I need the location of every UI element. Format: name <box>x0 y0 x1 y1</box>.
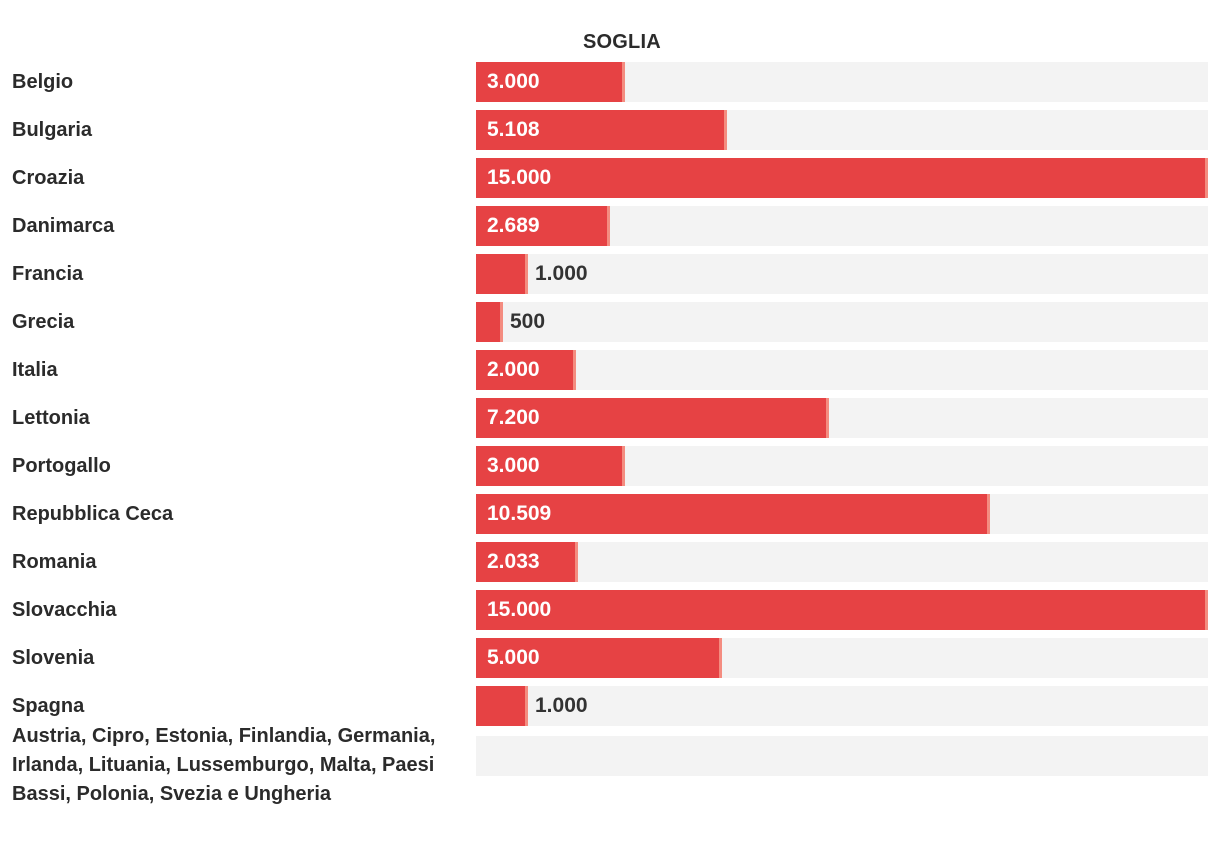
value-label: 15.000 <box>487 598 552 621</box>
bar-track: 500 <box>476 302 1208 342</box>
value-label: 500 <box>510 310 546 333</box>
bar-row: Bulgaria 5.108 <box>0 110 1220 150</box>
bar-row: Lettonia 7.200 <box>0 398 1220 438</box>
bar <box>476 110 724 150</box>
category-label: Repubblica Ceca <box>12 503 174 525</box>
category-label: Grecia <box>12 311 75 333</box>
bar <box>476 158 1205 198</box>
bar-row: Croazia 15.000 <box>0 158 1220 198</box>
bar-end-marker <box>575 542 578 582</box>
bar-row: Belgio 3.000 <box>0 62 1220 102</box>
bar-track: 2.000 <box>476 350 1208 390</box>
bar-end-marker <box>573 350 576 390</box>
category-label: Austria, Cipro, Estonia, Finlandia, Germ… <box>12 725 436 805</box>
bar <box>476 350 573 390</box>
category-label: Danimarca <box>12 215 115 237</box>
bar-track: 2.689 <box>476 206 1208 246</box>
bar-row: Spagna 1.000 <box>0 686 1220 726</box>
bar-track <box>476 736 1208 776</box>
bar-track: 3.000 <box>476 62 1208 102</box>
category-label: Bulgaria <box>12 119 93 141</box>
bar-track: 10.509 <box>476 494 1208 534</box>
category-label: Lettonia <box>12 407 90 429</box>
bar <box>476 542 575 582</box>
bar-row: Slovenia 5.000 <box>0 638 1220 678</box>
bar-end-marker <box>500 302 503 342</box>
bar <box>476 302 500 342</box>
bar-end-marker <box>622 62 625 102</box>
bar-end-marker <box>719 638 722 678</box>
value-label: 15.000 <box>487 166 552 189</box>
value-label: 2.000 <box>487 358 540 381</box>
category-label: Romania <box>12 551 97 573</box>
bar <box>476 686 525 726</box>
value-label: 5.108 <box>487 118 540 141</box>
category-label: Belgio <box>12 71 74 93</box>
bar-row: Austria, Cipro, Estonia, Finlandia, Germ… <box>0 725 1220 805</box>
bar-end-marker <box>826 398 829 438</box>
bar-row: Danimarca 2.689 <box>0 206 1220 246</box>
bar <box>476 494 987 534</box>
bar-track: 1.000 <box>476 254 1208 294</box>
value-label: 2.033 <box>487 550 540 573</box>
bar <box>476 446 622 486</box>
value-label: 1.000 <box>535 262 588 285</box>
bar-row: Romania 2.033 <box>0 542 1220 582</box>
bar <box>476 254 525 294</box>
bar-end-marker <box>1205 590 1208 630</box>
value-label: 3.000 <box>487 70 540 93</box>
bar <box>476 206 607 246</box>
value-label: 5.000 <box>487 646 540 669</box>
value-label: 10.509 <box>487 502 552 525</box>
category-label: Francia <box>12 263 84 285</box>
bar-end-marker <box>622 446 625 486</box>
category-label: Portogallo <box>12 455 111 477</box>
bar-track: 3.000 <box>476 446 1208 486</box>
bar-track: 1.000 <box>476 686 1208 726</box>
bar-end-marker <box>1205 158 1208 198</box>
bar <box>476 638 719 678</box>
category-label: Italia <box>12 359 58 381</box>
bar-row: Repubblica Ceca 10.509 <box>0 494 1220 534</box>
bar-end-marker <box>525 254 528 294</box>
bar-track: 5.108 <box>476 110 1208 150</box>
value-label: 1.000 <box>535 694 588 717</box>
bar-end-marker <box>525 686 528 726</box>
bar-row: Italia 2.000 <box>0 350 1220 390</box>
bar-row: Portogallo 3.000 <box>0 446 1220 486</box>
category-label: Slovenia <box>12 647 95 669</box>
category-label: Croazia <box>12 167 85 189</box>
bar <box>476 62 622 102</box>
bar-track: 2.033 <box>476 542 1208 582</box>
bar-track: 15.000 <box>476 590 1208 630</box>
value-label: 2.689 <box>487 214 540 237</box>
bar-end-marker <box>987 494 990 534</box>
bar-end-marker <box>724 110 727 150</box>
column-header: SOGLIA <box>583 31 661 53</box>
bar-row: Francia 1.000 <box>0 254 1220 294</box>
bar-row: Slovacchia 15.000 <box>0 590 1220 630</box>
category-label: Slovacchia <box>12 599 117 621</box>
category-label: Spagna <box>12 695 85 717</box>
bar-row: Grecia 500 <box>0 302 1220 342</box>
value-label: 7.200 <box>487 406 540 429</box>
bar <box>476 398 826 438</box>
bar-track: 15.000 <box>476 158 1208 198</box>
bar-end-marker <box>607 206 610 246</box>
bar-track: 7.200 <box>476 398 1208 438</box>
value-label: 3.000 <box>487 454 540 477</box>
bar-track: 5.000 <box>476 638 1208 678</box>
bar <box>476 590 1205 630</box>
